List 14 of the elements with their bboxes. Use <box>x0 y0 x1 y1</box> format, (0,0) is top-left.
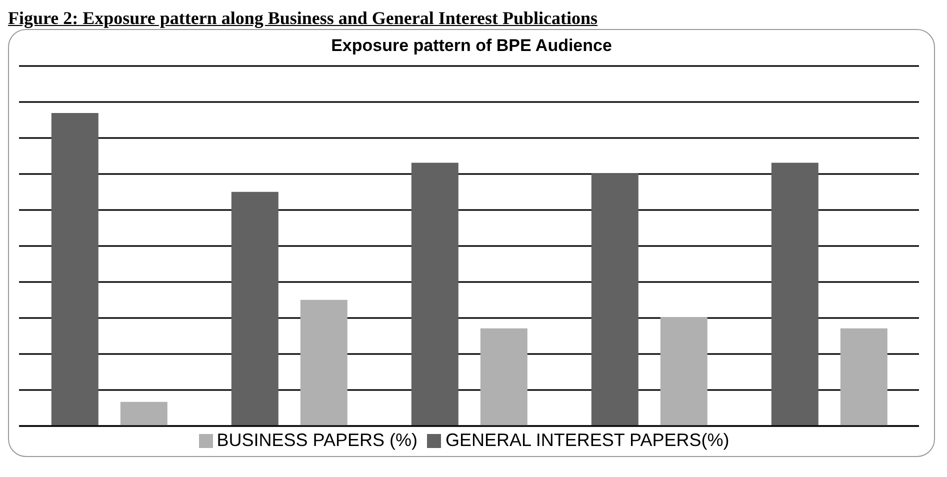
bar <box>591 174 638 426</box>
bar <box>480 328 528 426</box>
bar <box>660 317 708 426</box>
bar <box>411 162 458 426</box>
bar <box>120 402 168 426</box>
legend-label: GENERAL INTEREST PAPERS(%) <box>445 430 730 450</box>
bar <box>51 112 98 426</box>
bar <box>840 328 888 426</box>
legend-label: BUSINESS PAPERS (%) <box>216 430 418 450</box>
chart-title: Figure 2: Exposure pattern along Business and General Interest Publications <box>8 8 599 29</box>
bar <box>771 162 818 426</box>
chart-subtitle: Exposure pattern of BPE Audience <box>330 36 613 56</box>
bar <box>300 300 348 426</box>
bar <box>231 192 278 426</box>
